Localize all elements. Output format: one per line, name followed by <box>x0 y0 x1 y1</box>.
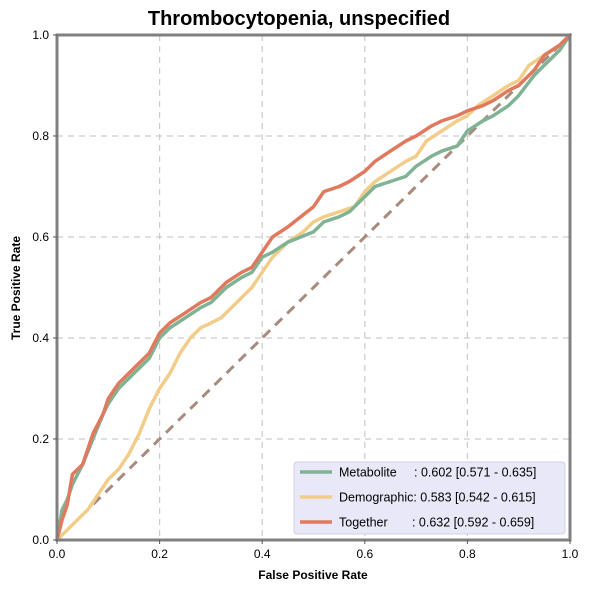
legend: Metabolite : 0.602 [0.571 - 0.635] Demogr… <box>293 461 566 535</box>
x-tick-label: 0.2 <box>151 547 168 561</box>
x-tick-label: 0.6 <box>356 547 373 561</box>
legend-label-demographic: Demographic: 0.583 [0.542 - 0.615] <box>339 491 536 505</box>
y-tick-label: 0.8 <box>32 129 49 143</box>
x-axis-label: False Positive Rate <box>258 568 368 582</box>
axis-ticks: 0.0 0.2 0.4 0.6 0.8 1.0 0.0 0.2 0.4 0.6 0.8 1.0 <box>32 28 578 561</box>
legend-box <box>293 461 566 535</box>
x-tick-label: 0.8 <box>459 547 476 561</box>
y-tick-label: 0.0 <box>32 533 49 547</box>
y-tick-label: 1.0 <box>32 28 49 42</box>
y-axis-label: True Positive Rate <box>9 236 23 340</box>
legend-label-together: Together : 0.632 [0.592 - 0.659] <box>339 516 534 530</box>
x-tick-label: 0.0 <box>49 547 66 561</box>
x-tick-label: 0.4 <box>254 547 271 561</box>
roc-curves <box>55 33 572 542</box>
x-tick-label: 1.0 <box>562 547 579 561</box>
legend-label-metabolite: Metabolite : 0.602 [0.571 - 0.635] <box>339 466 536 480</box>
chart-title: Thrombocytopenia, unspecified <box>148 8 450 30</box>
y-tick-label: 0.2 <box>32 432 49 446</box>
roc-curve-together <box>55 33 572 542</box>
grid-lines <box>57 35 570 540</box>
y-tick-label: 0.6 <box>32 230 49 244</box>
y-tick-label: 0.4 <box>32 331 49 345</box>
plot-frame <box>55 33 572 542</box>
